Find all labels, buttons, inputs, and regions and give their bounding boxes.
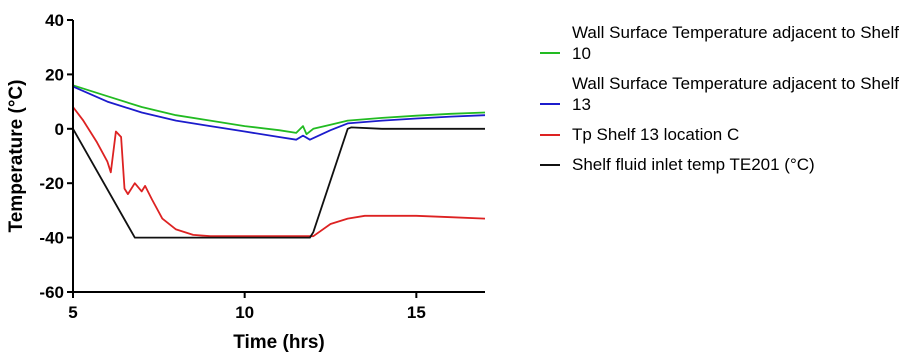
legend-swatch — [540, 52, 560, 54]
y-tick-label: 20 — [45, 65, 64, 84]
legend-swatch — [540, 134, 560, 136]
series-line-1 — [72, 84, 486, 136]
y-tick-label: -40 — [39, 229, 64, 248]
legend-label: Shelf fluid inlet temp TE201 (°C) — [572, 155, 815, 174]
series-line-3 — [72, 106, 486, 238]
legend-label: Wall Surface Temperature adjacent to She… — [572, 74, 899, 114]
legend-label: Tp Shelf 13 location C — [572, 125, 740, 144]
y-tick-label: -20 — [39, 174, 64, 193]
y-tick-label: -60 — [39, 283, 64, 302]
chart: -60 -40 -20 0 20 40 5 10 15 Time (hrs) Temperatu… — [6, 11, 486, 353]
legend-item-shelf-fluid-inlet: Shelf fluid inlet temp TE201 (°C) — [540, 154, 915, 175]
legend-swatch — [540, 164, 560, 166]
legend-item-wall-shelf-13: Wall Surface Temperature adjacent to She… — [540, 73, 915, 115]
y-tick-label: 0 — [55, 120, 64, 139]
series-line-4 — [72, 126, 485, 239]
x-tick-label: 5 — [68, 303, 77, 322]
x-tick-label: 10 — [235, 303, 254, 322]
plot-area — [72, 84, 486, 239]
legend-item-tp-shelf-13: Tp Shelf 13 location C — [540, 124, 915, 145]
legend: Wall Surface Temperature adjacent to She… — [540, 22, 915, 184]
x-tick-label: 15 — [407, 303, 426, 322]
ticks: -60 -40 -20 0 20 40 5 10 15 — [39, 11, 425, 322]
legend-swatch — [540, 103, 560, 105]
y-tick-label: 40 — [45, 11, 64, 30]
y-axis-title: Temperature (°C) — [6, 80, 27, 233]
legend-label: Wall Surface Temperature adjacent to She… — [572, 23, 899, 63]
legend-item-wall-shelf-10: Wall Surface Temperature adjacent to She… — [540, 22, 915, 64]
x-axis-title: Time (hrs) — [233, 332, 325, 353]
series-line-2 — [72, 85, 486, 141]
